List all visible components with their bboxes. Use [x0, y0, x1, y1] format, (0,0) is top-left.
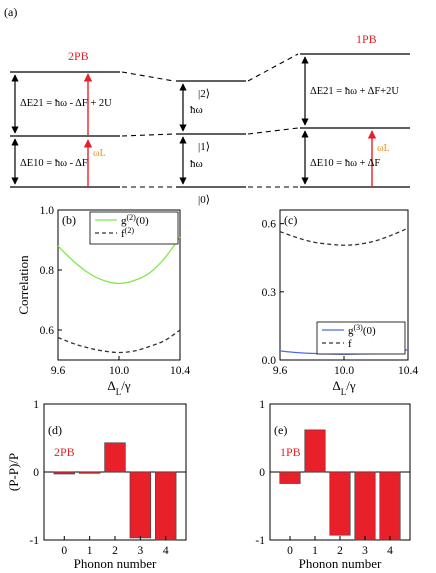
x-tick-label: 10.4: [170, 365, 190, 377]
panel-label: (e): [274, 423, 287, 437]
series-line: [57, 329, 181, 354]
x-tick-label: 3: [362, 545, 368, 557]
y-tick-label: 0: [33, 467, 39, 479]
x-tick-label: 9.6: [273, 365, 288, 377]
state-2-label: |2⟩: [198, 88, 210, 100]
bar: [354, 471, 376, 541]
legend-label: f: [348, 338, 352, 350]
x-tick-label: 1: [312, 545, 318, 557]
y-tick-label: 0.6: [262, 219, 277, 231]
x-tick-label: 9.6: [51, 365, 66, 377]
bar: [129, 471, 152, 539]
x-tick-label: 2: [337, 545, 343, 557]
x-tick-label: 4: [163, 545, 169, 557]
state-1-label: |1⟩: [198, 141, 210, 153]
y-tick-label: 0.6: [40, 325, 55, 337]
legend-label: f(2): [121, 226, 134, 241]
y-tick-label: 0.8: [40, 265, 55, 277]
panel-annotation: 1PB: [280, 445, 301, 459]
x-axis-label: Phonon number: [299, 556, 382, 571]
state-0-label: |0⟩: [198, 194, 210, 206]
right-dE21-label: ΔE21 = ħω + ΔF+2U: [310, 86, 399, 97]
series-line: [57, 236, 181, 285]
x-axis-label: ΔL/γ: [332, 378, 355, 397]
bar: [155, 471, 177, 541]
y-tick-label: 0: [259, 467, 265, 479]
legend-label: g(2)(0): [121, 213, 149, 228]
x-tick-label: 10.0: [334, 365, 354, 377]
right-laser-label: ωL: [377, 143, 390, 154]
left-dE10-label: ΔE10 = ħω - ΔF: [20, 158, 88, 169]
right-title: 1PB: [356, 32, 377, 46]
y-tick-label: 1: [259, 399, 265, 411]
y-axis-label: (P-P)/P: [6, 453, 21, 491]
x-tick-label: 10.0: [109, 365, 129, 377]
hw-upper-label: ħω: [190, 104, 203, 116]
x-tick-label: 1: [87, 545, 93, 557]
chart-d: -1 0 1 0 1 2 3 4 Phonon number (P-P)/P (d) 2PB: [6, 399, 187, 571]
left-title: 2PB: [68, 49, 89, 63]
x-tick-label: 0: [61, 545, 67, 557]
y-tick-label: 1.0: [40, 205, 55, 217]
x-tick-label: 10.4: [398, 365, 418, 377]
right-dE10-label: ΔE10 = ħω + ΔF: [310, 158, 380, 169]
x-tick-label: 0: [287, 545, 293, 557]
panel-annotation: 2PB: [54, 445, 75, 459]
legend-box: [316, 321, 406, 355]
level-connectors: [121, 53, 299, 188]
left-dE21-label: ΔE21 = ħω - ΔF + 2U: [20, 98, 112, 109]
bar: [329, 471, 351, 536]
panel-label-a: (a): [4, 5, 17, 19]
panel-label: (c): [284, 213, 297, 227]
x-tick-label: 4: [387, 545, 393, 557]
y-tick-label: -1: [255, 535, 265, 547]
bar: [279, 471, 301, 484]
panel-label: (d): [48, 423, 62, 437]
series-line: [279, 227, 409, 246]
chart-e: -1 0 1 0 1 2 3 4 Phonon number (e) 1PB: [255, 399, 411, 571]
bar: [53, 471, 75, 475]
y-tick-label: 1: [33, 399, 39, 411]
bar: [78, 471, 101, 474]
legend-box: [89, 211, 179, 245]
bar: [379, 471, 401, 541]
bar: [304, 429, 326, 473]
chart-b: 9.6 10.0 10.4 0.6 0.8 1.0 ΔL/γ Correlation (b) g(…: [16, 205, 190, 397]
x-axis-label: ΔL/γ: [107, 378, 130, 397]
x-tick-label: 3: [137, 545, 143, 557]
x-tick-label: 2: [112, 545, 118, 557]
hw-lower-label: ħω: [190, 158, 203, 170]
energy-diagram: (a): [4, 5, 410, 206]
left-laser-label: ωL: [93, 148, 106, 159]
bar: [104, 442, 126, 473]
legend-label: g(3)(0): [348, 323, 376, 338]
y-tick-label: 0.0: [262, 355, 277, 367]
chart-c: 9.6 10.0 10.4 0.0 0.3 0.6 ΔL/γ (c) g(3)(0)f: [262, 209, 418, 397]
panel-label: (b): [62, 213, 76, 227]
y-tick-label: 0.3: [262, 287, 277, 299]
y-tick-label: -1: [29, 535, 39, 547]
y-axis-label: Correlation: [16, 255, 31, 315]
x-axis-label: Phonon number: [74, 556, 157, 571]
